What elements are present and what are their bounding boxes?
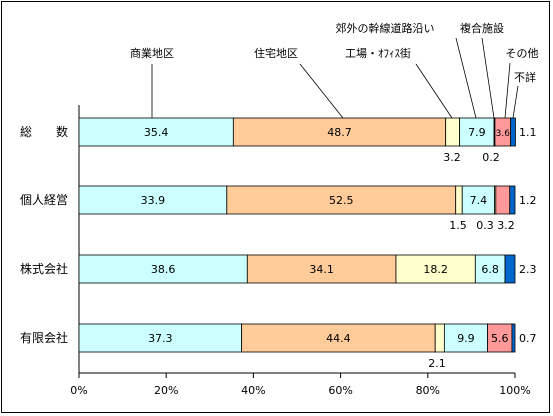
legend-callout-label: 不詳 — [514, 70, 536, 84]
data-label: 0.2 — [482, 151, 500, 164]
bar-segment — [78, 117, 234, 147]
legend-callout-label: 工場・ｵﾌｨｽ街 — [345, 46, 411, 60]
bar-segment — [434, 323, 445, 353]
data-label: 52.5 — [329, 194, 354, 207]
data-label: 37.3 — [148, 332, 173, 345]
data-label: 34.1 — [309, 263, 334, 276]
bar-segment — [504, 254, 516, 284]
data-label: 48.7 — [327, 126, 352, 139]
bar-segment — [241, 323, 436, 353]
leader-line — [512, 85, 519, 119]
bar-segment — [445, 117, 461, 147]
x-tick-label: 100% — [499, 384, 530, 397]
category-label: 総 数 — [20, 124, 68, 139]
data-label: 2.1 — [428, 357, 446, 370]
leader-line — [415, 63, 453, 119]
data-label: 3.2 — [497, 219, 515, 232]
data-label: 7.4 — [470, 194, 488, 207]
data-label: 44.4 — [326, 332, 351, 345]
data-label: 18.2 — [423, 263, 448, 276]
leader-line — [504, 62, 511, 119]
data-label: 0.3 — [476, 219, 494, 232]
bar-segment — [511, 323, 516, 353]
legend-callout-label: 商業地区 — [130, 46, 174, 60]
bar-segment — [509, 185, 516, 215]
legend-callout-label: 複合施設 — [460, 21, 504, 35]
data-label: 9.9 — [457, 332, 475, 345]
bar-segment — [495, 185, 511, 215]
data-label: 35.4 — [144, 126, 169, 139]
data-label: 2.3 — [519, 263, 537, 276]
data-label: 3.2 — [443, 151, 461, 164]
legend-callout-label: 住宅地区 — [254, 46, 298, 60]
x-tick-label: 60% — [328, 384, 352, 397]
bar-segment — [510, 117, 516, 147]
bar-segment — [461, 185, 495, 215]
data-label: 38.6 — [151, 263, 176, 276]
data-label: 0.7 — [519, 332, 537, 345]
legend-callout-label: その他 — [506, 47, 539, 60]
bar-segment — [443, 323, 488, 353]
bar-segment — [455, 185, 463, 215]
x-tick-label: 40% — [241, 384, 265, 397]
data-label: 5.6 — [491, 332, 509, 345]
bar-segment — [78, 254, 248, 284]
data-label: 3.6 — [496, 129, 511, 139]
bar-segment — [78, 323, 243, 353]
data-label: 7.9 — [468, 126, 486, 139]
category-label: 有限会社 — [20, 330, 68, 345]
data-label: 33.9 — [141, 194, 166, 207]
bar-segment — [487, 323, 513, 353]
bar-segment — [246, 254, 397, 284]
bar-segment — [395, 254, 476, 284]
data-label: 1.5 — [449, 219, 467, 232]
x-tick-label: 80% — [416, 384, 440, 397]
category-label: 株式会社 — [20, 261, 68, 276]
leader-line — [481, 37, 495, 119]
data-label: 6.8 — [481, 263, 499, 276]
leader-line — [299, 63, 344, 119]
leader-line — [455, 37, 477, 119]
legend-callout-label: 郊外の幹線道路沿い — [336, 21, 435, 35]
data-label: 1.2 — [519, 194, 537, 207]
x-tick-label: 0% — [70, 384, 87, 397]
category-label: 個人経営 — [20, 193, 68, 207]
x-tick-label: 20% — [154, 384, 178, 397]
data-label: 1.1 — [519, 126, 537, 139]
